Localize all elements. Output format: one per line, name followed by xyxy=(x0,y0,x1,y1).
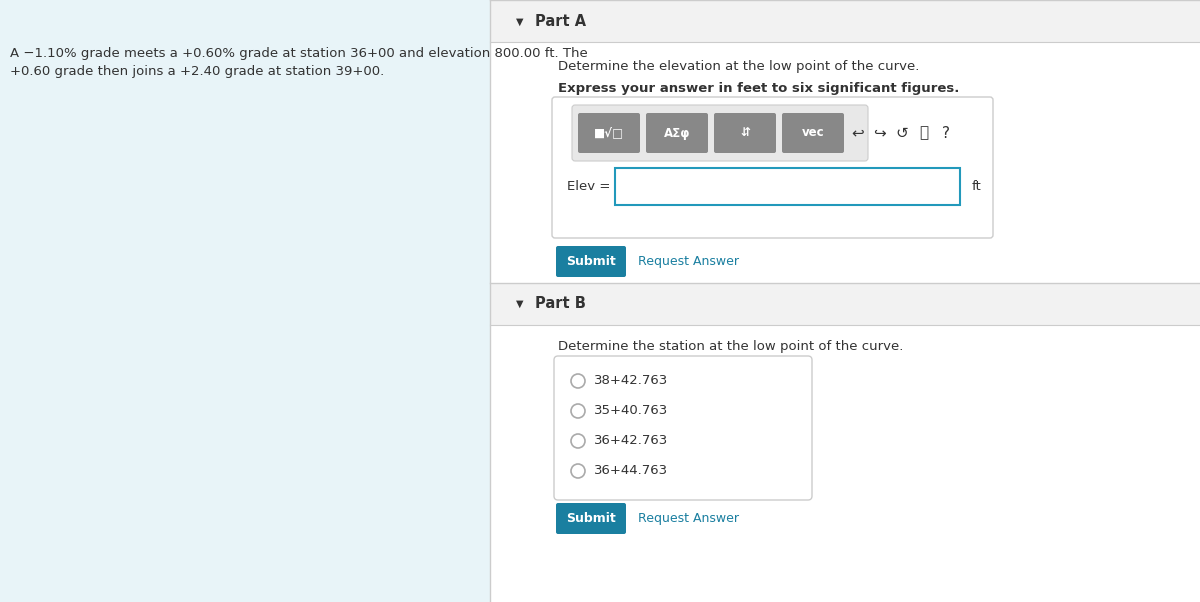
FancyBboxPatch shape xyxy=(556,503,626,534)
Text: 38+42.763: 38+42.763 xyxy=(594,374,668,388)
Text: A −1.10% grade meets a +0.60% grade at station 36+00 and elevation 800.00 ft. Th: A −1.10% grade meets a +0.60% grade at s… xyxy=(10,47,588,60)
Text: vec: vec xyxy=(802,126,824,140)
Text: ?: ? xyxy=(942,125,950,140)
FancyBboxPatch shape xyxy=(552,97,994,238)
Text: 36+42.763: 36+42.763 xyxy=(594,435,668,447)
Text: ⇵: ⇵ xyxy=(740,126,750,140)
Text: Submit: Submit xyxy=(566,255,616,268)
Text: 36+44.763: 36+44.763 xyxy=(594,465,668,477)
FancyBboxPatch shape xyxy=(0,0,490,602)
FancyBboxPatch shape xyxy=(490,0,1200,42)
Text: Part A: Part A xyxy=(535,14,586,29)
Text: Determine the elevation at the low point of the curve.: Determine the elevation at the low point… xyxy=(558,60,919,73)
FancyBboxPatch shape xyxy=(714,113,776,153)
Text: AΣφ: AΣφ xyxy=(664,126,690,140)
Text: ↪: ↪ xyxy=(874,125,887,140)
FancyBboxPatch shape xyxy=(490,283,1200,325)
Text: ft: ft xyxy=(972,180,982,193)
FancyBboxPatch shape xyxy=(572,105,868,161)
Text: Request Answer: Request Answer xyxy=(638,512,739,525)
Text: Determine the station at the low point of the curve.: Determine the station at the low point o… xyxy=(558,340,904,353)
Text: Part B: Part B xyxy=(535,297,586,311)
FancyBboxPatch shape xyxy=(616,168,960,205)
Text: +0.60 grade then joins a +2.40 grade at station 39+00.: +0.60 grade then joins a +2.40 grade at … xyxy=(10,65,384,78)
FancyBboxPatch shape xyxy=(556,246,626,277)
Text: Express your answer in feet to six significant figures.: Express your answer in feet to six signi… xyxy=(558,82,959,95)
Text: Submit: Submit xyxy=(566,512,616,525)
FancyBboxPatch shape xyxy=(554,356,812,500)
Text: ⬜: ⬜ xyxy=(919,125,929,140)
Text: Request Answer: Request Answer xyxy=(638,255,739,268)
Text: ▼: ▼ xyxy=(516,299,523,309)
Text: ▼: ▼ xyxy=(516,17,523,27)
Text: ↺: ↺ xyxy=(895,125,908,140)
FancyBboxPatch shape xyxy=(646,113,708,153)
Text: ■√□: ■√□ xyxy=(594,126,624,140)
FancyBboxPatch shape xyxy=(578,113,640,153)
Text: Elev =: Elev = xyxy=(566,180,610,193)
Text: ↩: ↩ xyxy=(852,125,864,140)
Text: 35+40.763: 35+40.763 xyxy=(594,405,668,418)
FancyBboxPatch shape xyxy=(782,113,844,153)
FancyBboxPatch shape xyxy=(490,0,1200,602)
